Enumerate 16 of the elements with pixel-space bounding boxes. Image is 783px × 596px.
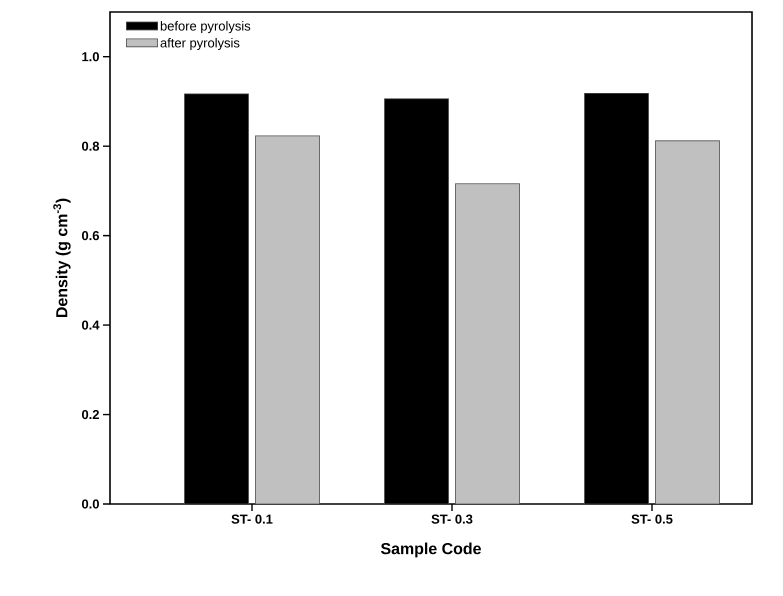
x-axis-title: Sample Code xyxy=(380,542,481,558)
x-tick-label: ST- 0.5 xyxy=(632,514,673,524)
y-tick-label: 0.8 xyxy=(82,142,100,151)
legend-label: after pyrolysis xyxy=(160,38,240,50)
legend-label: before pyrolysis xyxy=(160,21,250,34)
y-tick-label: 0.4 xyxy=(82,320,100,330)
y-tick-label: 0.0 xyxy=(82,499,99,509)
bar xyxy=(655,140,720,504)
bar xyxy=(255,135,320,504)
y-tick-label: 0.2 xyxy=(82,410,99,420)
y-tick-label: 1.0 xyxy=(82,52,99,62)
y-tick-label: 0.6 xyxy=(82,231,100,240)
x-tick-label: ST- 0.3 xyxy=(432,514,472,524)
y-axis-title: Density (g cm$^{-3}$) xyxy=(53,198,71,318)
bar xyxy=(455,183,520,504)
x-tick-label: ST- 0.1 xyxy=(232,514,273,524)
